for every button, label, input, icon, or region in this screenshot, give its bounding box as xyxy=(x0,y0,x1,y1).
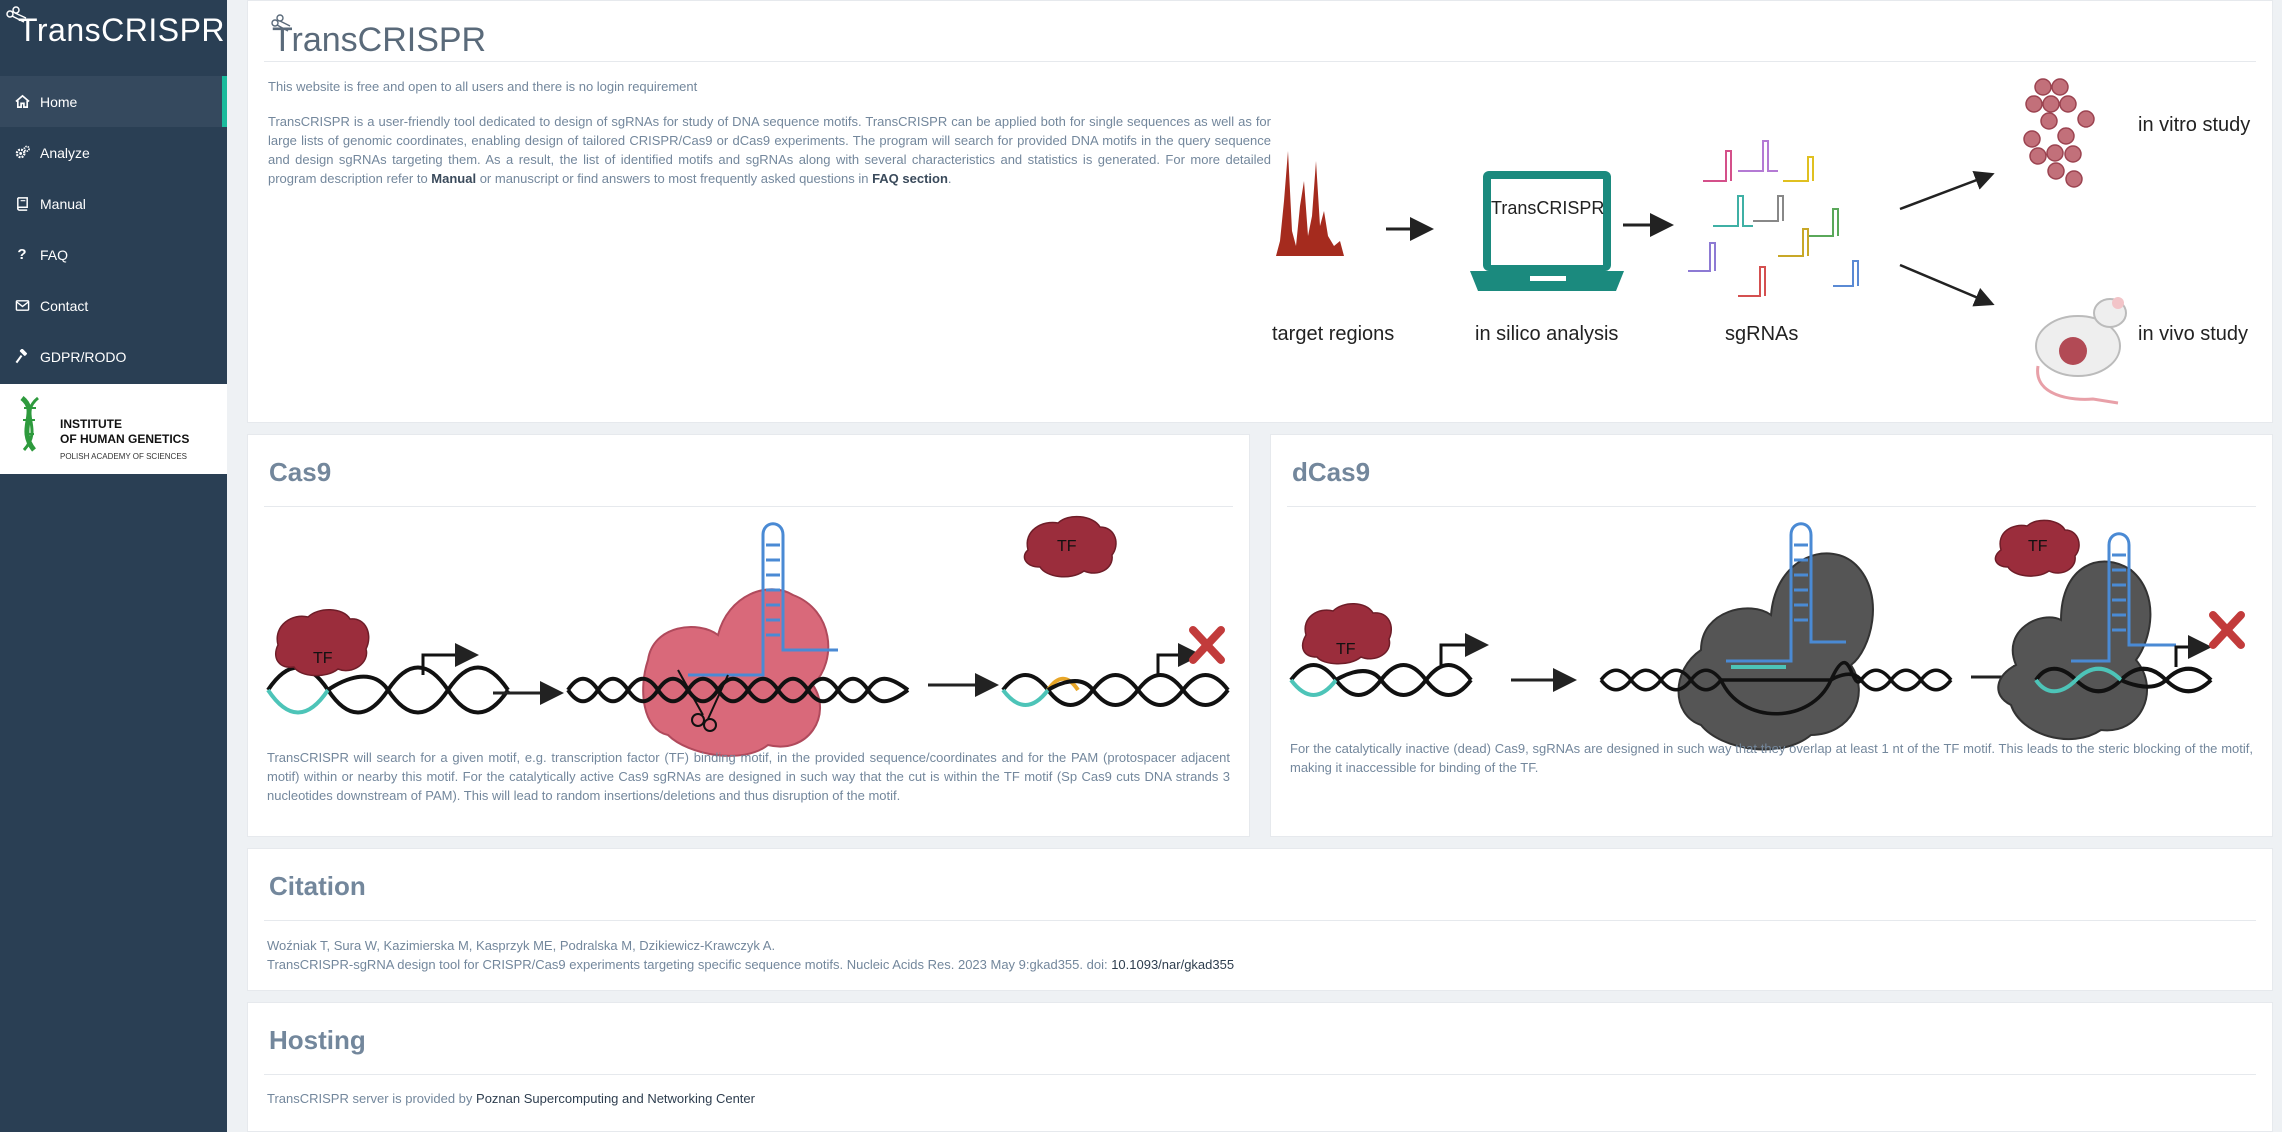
cas9-description: TransCRISPR will search for a given moti… xyxy=(267,750,1230,803)
sgrna-cluster-icon xyxy=(1688,140,1859,297)
free-notice: This website is free and open to all use… xyxy=(268,79,698,94)
sidebar-item-label: FAQ xyxy=(40,246,69,263)
sgrna-hairpin xyxy=(1726,522,1846,663)
intro-text: TransCRISPR is a user-friendly tool dedi… xyxy=(268,114,1271,186)
laptop-icon xyxy=(1470,171,1624,291)
sidebar-item-label: Manual xyxy=(40,195,86,212)
tf-free-label: TF xyxy=(1057,538,1077,555)
title-divider xyxy=(264,61,2256,62)
cas9-divider xyxy=(264,506,1233,507)
red-x-icon xyxy=(2209,611,2245,649)
cas9-title: Cas9 xyxy=(269,457,332,487)
scissors-icon xyxy=(677,669,729,732)
dna-strand-2 xyxy=(1599,661,1953,716)
sgrna-hairpin-right xyxy=(2071,532,2176,663)
sidebar-item-analyze[interactable]: Analyze xyxy=(0,127,227,178)
dcas9-protein xyxy=(1677,552,1874,751)
sidebar: TransCRISPR Home Analyze Manual ? FAQ xyxy=(0,0,227,1132)
institute-line-2: OF HUMAN GENETICS xyxy=(60,432,190,446)
sidebar-item-gdpr[interactable]: GDPR/RODO xyxy=(0,331,227,382)
label-target-regions: target regions xyxy=(1272,323,1395,345)
sidebar-nav: Home Analyze Manual ? FAQ Contact xyxy=(0,76,227,382)
citation-divider xyxy=(264,920,2256,921)
envelope-icon xyxy=(14,298,30,314)
faq-link[interactable]: FAQ section xyxy=(872,171,948,186)
intro-description: TransCRISPR is a user-friendly tool dedi… xyxy=(268,112,1271,188)
tf-free-protein xyxy=(1994,519,2080,577)
doi-link[interactable]: 10.1093/nar/gkad355 xyxy=(1111,957,1235,972)
book-icon xyxy=(14,196,30,212)
dna-strand-3 xyxy=(1001,673,1230,707)
sidebar-item-label: Contact xyxy=(40,297,89,314)
hosting-text: TransCRISPR server is provided by Poznan… xyxy=(267,1089,1667,1108)
peaks-icon xyxy=(1276,151,1344,256)
dna-strand-3 xyxy=(2034,666,2213,694)
sgrna-hairpin xyxy=(688,522,838,677)
hosting-panel: Hosting TransCRISPR server is provided b… xyxy=(247,1002,2273,1132)
laptop-screen-text: TransCRISPR xyxy=(1491,198,1605,218)
dna-strand-1 xyxy=(1289,663,1473,697)
intro-panel: TransCRISPR This website is free and ope… xyxy=(247,0,2273,423)
manual-link[interactable]: Manual xyxy=(431,171,477,186)
citation-panel: Citation Woźniak T, Sura W, Kazimierska … xyxy=(247,848,2273,991)
dcas9-description: For the catalytically inactive (dead) Ca… xyxy=(1290,741,2253,775)
sidebar-item-label: Home xyxy=(40,93,78,110)
tf-free-label: TF xyxy=(2028,538,2048,555)
label-sgrnas: sgRNAs xyxy=(1725,323,1799,345)
sidebar-item-contact[interactable]: Contact xyxy=(0,280,227,331)
dcas9-protein-bound xyxy=(1997,560,2152,740)
tf-label: TF xyxy=(1336,641,1356,658)
tf-label: TF xyxy=(313,650,333,667)
dna-logo-icon xyxy=(20,396,40,452)
dcas9-diagram xyxy=(1289,519,2245,751)
brand-title: TransCRISPR xyxy=(18,12,226,48)
hero-logo-icon xyxy=(271,14,291,32)
sidebar-item-label: Analyze xyxy=(40,144,90,161)
sidebar-item-label: GDPR/RODO xyxy=(40,348,127,365)
cas9-diagram xyxy=(266,515,1230,757)
gavel-icon xyxy=(14,349,30,365)
hosting-divider xyxy=(264,1074,2256,1075)
hosting-title: Hosting xyxy=(269,1025,366,1055)
mouse-icon xyxy=(2035,297,2127,405)
institute-line-1: INSTITUTE xyxy=(60,417,122,431)
tf-protein xyxy=(274,609,370,677)
cas9-protein xyxy=(642,588,830,757)
citation-ref-text: TransCRISPR-sgRNA design tool for CRISPR… xyxy=(267,957,1112,972)
institute-line-3: POLISH ACADEMY OF SCIENCES xyxy=(60,452,187,461)
dna-strand-2 xyxy=(566,676,910,704)
sidebar-item-manual[interactable]: Manual xyxy=(0,178,227,229)
sidebar-item-faq[interactable]: ? FAQ xyxy=(0,229,227,280)
dcas9-divider xyxy=(1287,506,2256,507)
hosting-text-prefix: TransCRISPR server is provided by xyxy=(267,1091,477,1106)
home-icon xyxy=(14,94,30,110)
brand-logo-icon xyxy=(6,6,27,23)
question-icon: ? xyxy=(17,246,27,263)
intro-text-end: . xyxy=(947,171,952,186)
label-in-vivo: in vivo study xyxy=(2138,323,2249,345)
cas9-panel: Cas9 xyxy=(247,434,1250,837)
brand[interactable]: TransCRISPR xyxy=(0,0,227,76)
tf-free-protein xyxy=(1023,515,1117,578)
cells-icon xyxy=(2023,78,2095,188)
sidebar-item-home[interactable]: Home xyxy=(0,76,227,127)
red-x-icon xyxy=(1189,626,1225,664)
workflow-diagram xyxy=(1276,78,2127,405)
citation-title: Citation xyxy=(269,871,366,901)
tf-protein xyxy=(1301,603,1393,665)
label-in-silico: in silico analysis xyxy=(1475,323,1619,345)
cogs-icon xyxy=(14,145,30,161)
citation-authors: Woźniak T, Sura W, Kazimierska M, Kasprz… xyxy=(267,938,776,953)
citation-reference: TransCRISPR-sgRNA design tool for CRISPR… xyxy=(267,955,1867,974)
dcas9-title: dCas9 xyxy=(1292,457,1371,487)
dcas9-panel: dCas9 xyxy=(1270,434,2273,837)
intro-text-middle: or manuscript or find answers to most fr… xyxy=(476,171,873,186)
institute-logo[interactable]: INSTITUTE OF HUMAN GENETICS POLISH ACADE… xyxy=(0,384,227,474)
label-in-vitro: in vitro study xyxy=(2138,114,2251,136)
psnc-link[interactable]: Poznan Supercomputing and Networking Cen… xyxy=(476,1091,755,1106)
page-title: TransCRISPR xyxy=(272,21,487,59)
